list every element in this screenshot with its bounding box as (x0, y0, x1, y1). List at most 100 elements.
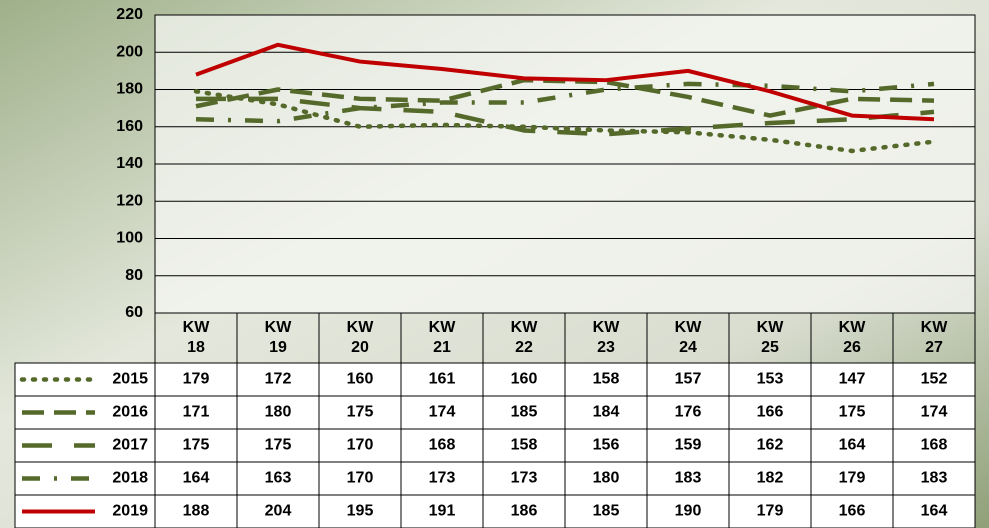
series-line (195, 42, 935, 122)
legend-label: 2018 (112, 470, 148, 487)
x-tick-label: KW 21 (429, 319, 457, 356)
table-cell (892, 494, 976, 528)
table-cell (892, 428, 976, 463)
x-tick-label: KW 19 (265, 319, 293, 356)
table-value: 179 (839, 470, 866, 487)
legend-label: 2015 (112, 371, 148, 388)
legend-label: 2019 (112, 503, 148, 520)
table-value: 179 (183, 371, 210, 388)
table-cell (728, 428, 812, 463)
table-cell (14, 362, 156, 397)
table-cell (646, 494, 730, 528)
table-value: 204 (265, 503, 292, 520)
table-value: 164 (921, 503, 948, 520)
table-value: 164 (183, 470, 210, 487)
table-cell (154, 395, 238, 430)
table-value: 185 (511, 404, 538, 421)
table-value: 174 (429, 404, 456, 421)
y-tick-label: 160 (116, 118, 143, 135)
table-value: 180 (593, 470, 620, 487)
table-value: 195 (347, 503, 374, 520)
y-tick-label: 180 (116, 81, 143, 98)
table-cell (400, 428, 484, 463)
table-cell (236, 461, 320, 496)
table-value: 166 (757, 404, 784, 421)
table-cell (400, 461, 484, 496)
table-value: 190 (675, 503, 702, 520)
table-value: 170 (347, 437, 374, 454)
table-cell (564, 494, 648, 528)
table-value: 163 (265, 470, 292, 487)
table-cell (236, 395, 320, 430)
table-value: 174 (921, 404, 948, 421)
table-cell (564, 428, 648, 463)
series-line (196, 96, 935, 137)
table-value: 186 (511, 503, 538, 520)
table-value: 173 (429, 470, 456, 487)
y-tick-label: 140 (116, 155, 143, 172)
table-value: 158 (511, 437, 538, 454)
table-cell (154, 362, 238, 397)
legend-label: 2017 (112, 437, 148, 454)
table-cell (318, 362, 402, 397)
table-cell (646, 461, 730, 496)
y-tick-label: 220 (116, 6, 143, 23)
table-value: 185 (593, 503, 620, 520)
table-value: 168 (429, 437, 456, 454)
series-line (193, 89, 937, 154)
y-tick-label: 120 (116, 192, 143, 209)
table-cell (482, 362, 566, 397)
table-cell (564, 362, 648, 397)
table-value: 182 (757, 470, 784, 487)
table-cell (728, 494, 812, 528)
x-tick-label: KW 27 (921, 319, 949, 356)
table-cell (810, 395, 894, 430)
table-value: 170 (347, 470, 374, 487)
table-value: 176 (675, 404, 702, 421)
y-tick-label: 100 (116, 230, 143, 247)
table-value: 175 (347, 404, 374, 421)
table-value: 152 (921, 371, 948, 388)
table-value: 160 (511, 371, 538, 388)
table-value: 160 (347, 371, 374, 388)
table-cell (236, 428, 320, 463)
table-cell (154, 461, 238, 496)
table-value: 153 (757, 371, 784, 388)
table-value: 172 (265, 371, 292, 388)
table-value: 158 (593, 371, 620, 388)
table-cell (400, 395, 484, 430)
x-tick-label: KW 26 (839, 319, 867, 356)
y-tick-label: 80 (125, 267, 143, 284)
table-value: 166 (839, 503, 866, 520)
table-value: 175 (265, 437, 292, 454)
table-cell (564, 461, 648, 496)
legend-label: 2016 (112, 404, 148, 421)
x-tick-label: KW 18 (183, 319, 211, 356)
table-cell (892, 461, 976, 496)
table-value: 164 (839, 437, 866, 454)
table-cell (482, 461, 566, 496)
table-value: 180 (265, 404, 292, 421)
table-cell (728, 461, 812, 496)
table-value: 156 (593, 437, 620, 454)
x-tick-label: KW 23 (593, 319, 621, 356)
table-value: 188 (183, 503, 210, 520)
table-cell (236, 494, 320, 528)
table-value: 184 (593, 404, 620, 421)
table-cell (400, 362, 484, 397)
x-tick-label: KW 20 (347, 319, 375, 356)
table-value: 183 (921, 470, 948, 487)
table-value: 175 (839, 404, 866, 421)
y-tick-label: 60 (125, 304, 143, 321)
x-tick-label: KW 25 (757, 319, 785, 356)
table-cell (892, 395, 976, 430)
table-value: 162 (757, 437, 784, 454)
table-value: 173 (511, 470, 538, 487)
table-cell (482, 428, 566, 463)
table-cell (810, 461, 894, 496)
table-cell (236, 362, 320, 397)
table-value: 179 (757, 503, 784, 520)
table-value: 168 (921, 437, 948, 454)
table-value: 191 (429, 503, 456, 520)
